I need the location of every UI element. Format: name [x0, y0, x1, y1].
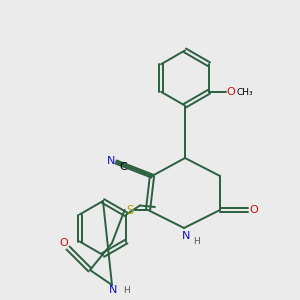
Text: N: N	[182, 231, 190, 242]
Text: H: H	[193, 237, 200, 246]
Text: N: N	[107, 155, 116, 166]
Text: H: H	[124, 286, 130, 295]
Text: C: C	[120, 162, 128, 172]
Text: N: N	[109, 285, 118, 296]
Text: CH₃: CH₃	[237, 88, 253, 97]
Text: S: S	[126, 203, 134, 217]
Text: O: O	[226, 87, 235, 97]
Text: O: O	[249, 205, 258, 215]
Text: O: O	[59, 238, 68, 248]
